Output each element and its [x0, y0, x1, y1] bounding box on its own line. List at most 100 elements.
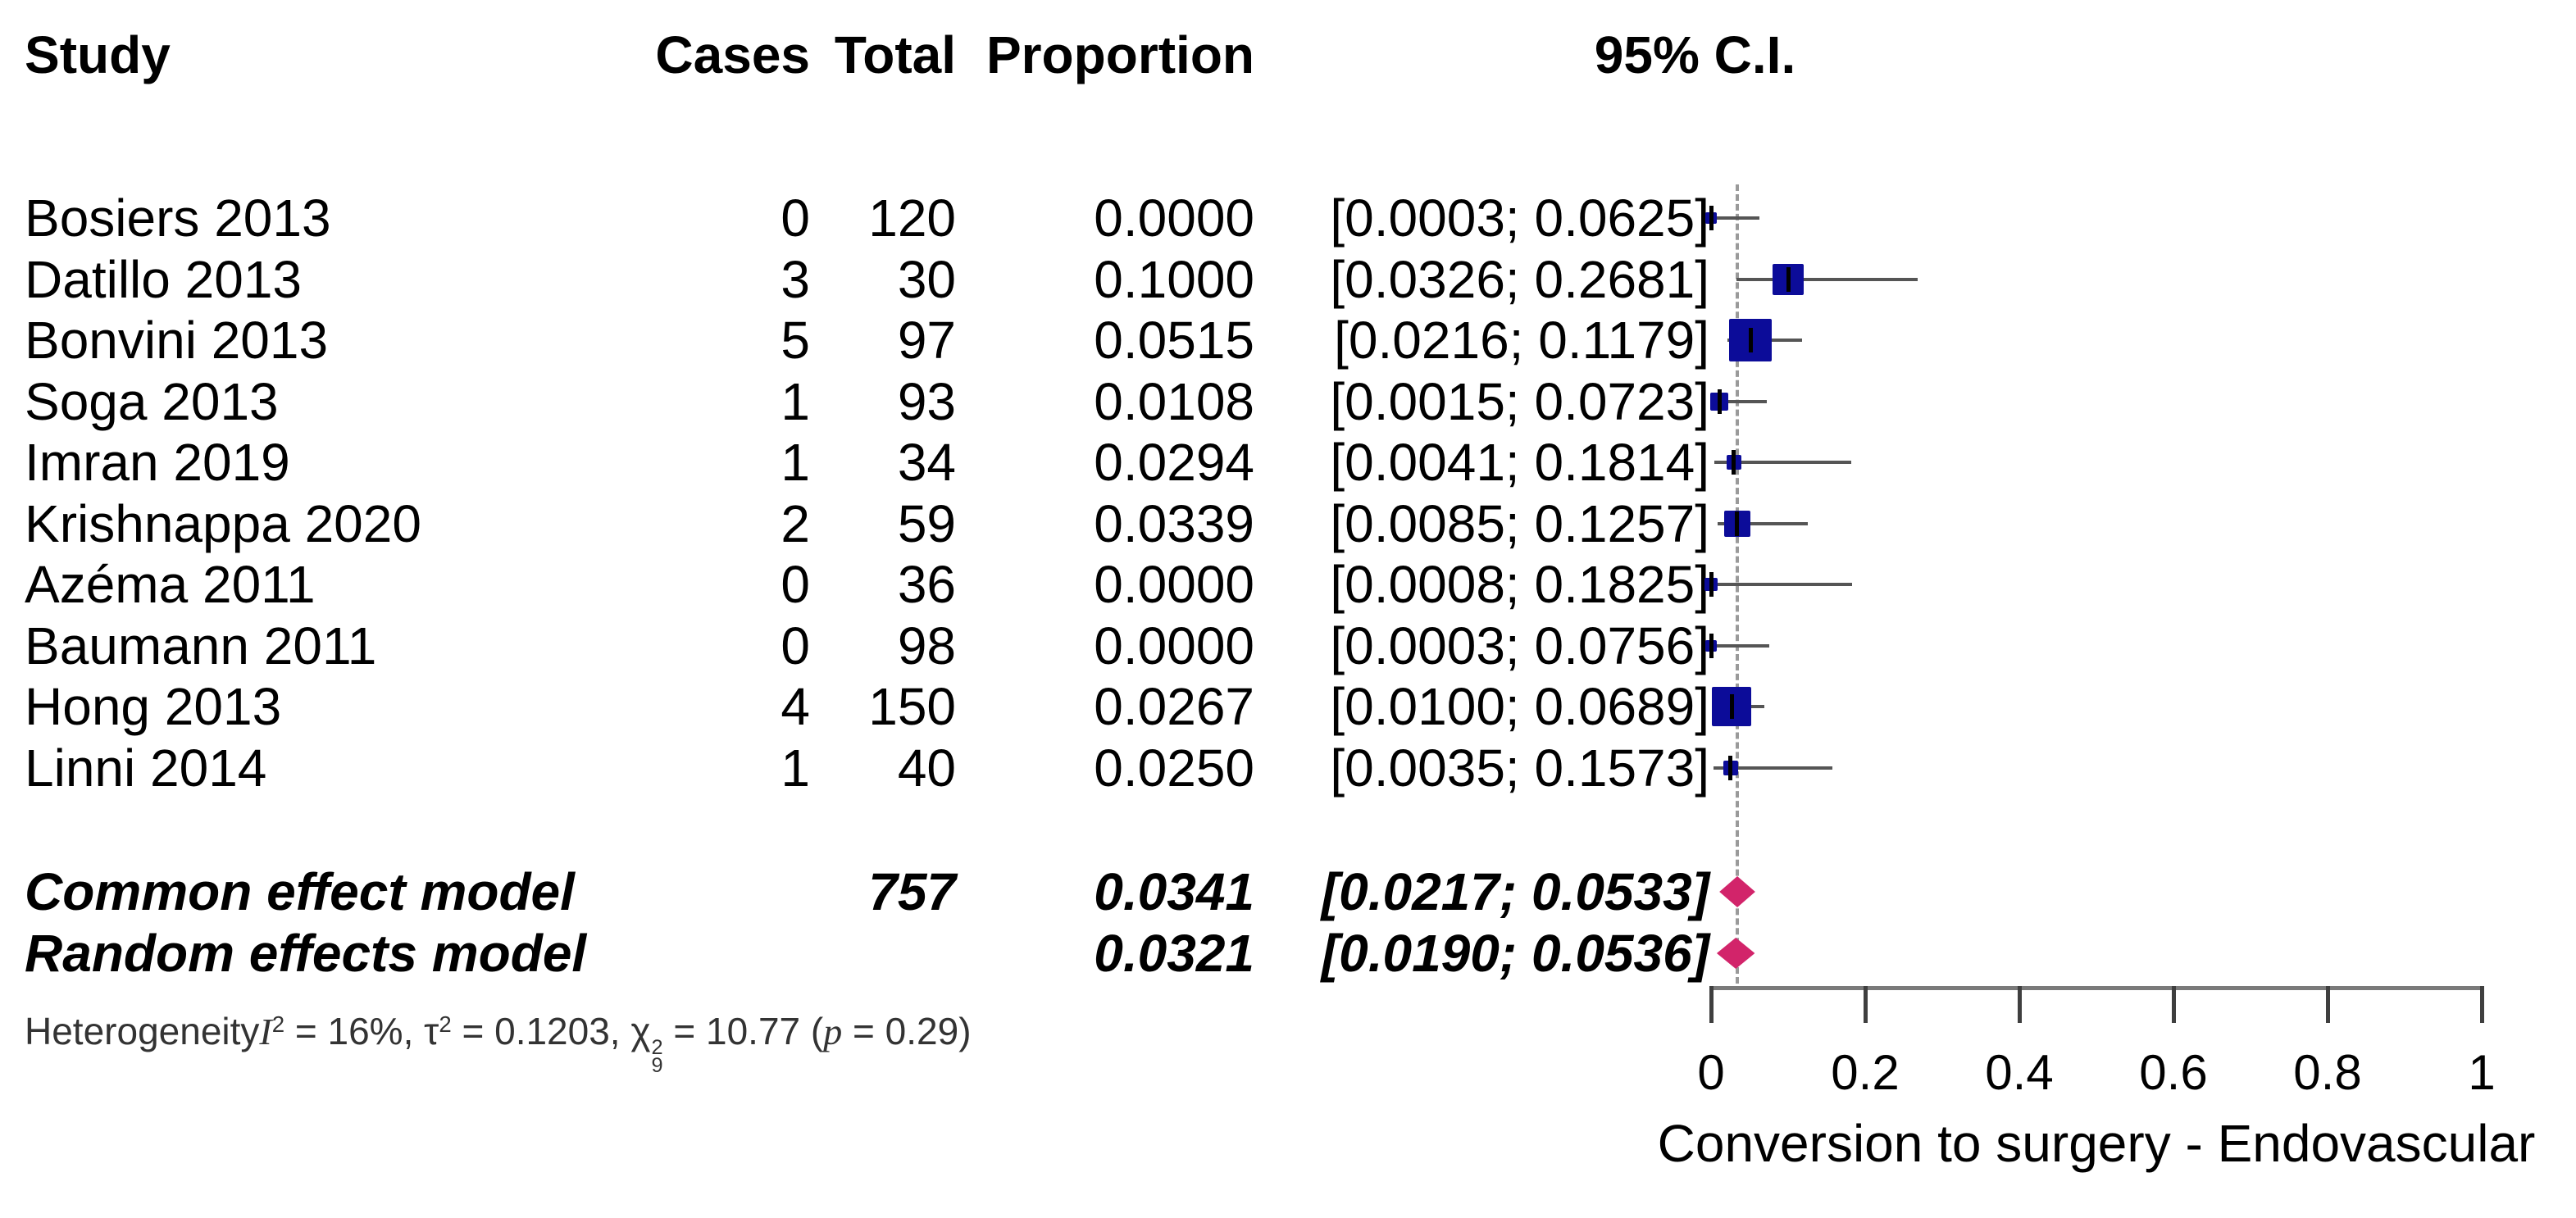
estimate-tick — [1732, 450, 1736, 475]
study-name: Azéma 2011 — [25, 555, 316, 614]
x-axis-tick-label: 0.4 — [1985, 1045, 2054, 1100]
ci-whisker — [1711, 216, 1759, 220]
ci-value: [0.0326; 0.2681] — [1330, 249, 1709, 309]
table-row: Soga 2013 1 93 0.0108 [0.0015; 0.0723] — [25, 371, 1709, 432]
x-axis-tick — [2017, 986, 2022, 1023]
ci-value: [0.0003; 0.0756] — [1330, 616, 1709, 675]
proportion-value: 0.0000 — [1094, 555, 1254, 614]
header-ci: 95% C.I. — [1594, 25, 1796, 84]
proportion-value: 0.0108 — [1094, 371, 1254, 431]
table-header-row: Study Cases Total Proportion 95% C.I. — [25, 25, 1914, 85]
proportion-value: 0.0294 — [1094, 433, 1254, 492]
x-axis-tick-label: 0.8 — [2293, 1045, 2362, 1100]
total-value: 93 — [897, 371, 956, 431]
estimate-tick — [1709, 572, 1714, 597]
header-cases: Cases — [655, 25, 810, 84]
table-row: Bosiers 2013 0 120 0.0000 [0.0003; 0.062… — [25, 188, 1709, 248]
model-label: Common effect model — [25, 862, 575, 921]
proportion-value: 0.1000 — [1094, 249, 1254, 309]
total-value: 98 — [897, 616, 956, 675]
cases-value: 1 — [781, 738, 810, 798]
total-value: 757 — [868, 862, 956, 921]
i-squared-symbol: I — [259, 1011, 272, 1053]
table-row: Baumann 2011 0 98 0.0000 [0.0003; 0.0756… — [25, 616, 1709, 676]
cases-value: 0 — [781, 189, 810, 248]
x-axis-tick-label: 0.6 — [2139, 1045, 2208, 1100]
total-value: 36 — [897, 555, 956, 614]
x-axis-tick-label: 1 — [2468, 1045, 2496, 1100]
header-total: Total — [834, 25, 956, 84]
header-study: Study — [25, 25, 171, 84]
x-axis-tick — [2479, 986, 2484, 1023]
study-name: Krishnappa 2020 — [25, 493, 421, 553]
table-row: Imran 2019 1 34 0.0294 [0.0041; 0.1814] — [25, 432, 1709, 493]
proportion-value: 0.0267 — [1094, 677, 1254, 736]
x-axis-tick — [2171, 986, 2176, 1023]
ci-value: [0.0035; 0.1573] — [1330, 738, 1709, 798]
ci-whisker — [1714, 461, 1851, 464]
plot-area: 0 0.2 0.4 0.6 0.8 1 Conversion to surgery - En… — [1658, 0, 2535, 1218]
table-row: Bonvini 2013 5 97 0.0515 [0.0216; 0.1179… — [25, 310, 1709, 370]
ci-value: [0.0216; 0.1179] — [1334, 311, 1709, 370]
total-value: 30 — [897, 249, 956, 309]
estimate-tick — [1728, 755, 1732, 780]
total-value: 34 — [897, 433, 956, 492]
x-axis-tick — [2325, 986, 2330, 1023]
ci-value: [0.0217; 0.0533] — [1321, 862, 1709, 921]
total-value: 97 — [897, 311, 956, 370]
study-name: Bonvini 2013 — [25, 311, 329, 370]
total-value: 40 — [897, 738, 956, 798]
estimate-tick — [1748, 328, 1753, 352]
estimate-tick — [1709, 633, 1714, 658]
ci-whisker — [1711, 583, 1852, 586]
x-axis-tick — [1709, 986, 1714, 1023]
summary-diamond — [1716, 938, 1755, 969]
cases-value: 0 — [781, 616, 810, 675]
cases-value: 1 — [781, 433, 810, 492]
cases-value: 4 — [781, 677, 810, 736]
ci-whisker — [1714, 766, 1832, 770]
estimate-tick — [1717, 389, 1722, 414]
proportion-value: 0.0515 — [1094, 311, 1254, 370]
model-label: Random effects model — [25, 924, 587, 983]
study-name: Datillo 2013 — [25, 249, 302, 309]
table-row: Krishnappa 2020 2 59 0.0339 [0.0085; 0.1… — [25, 493, 1709, 554]
x-axis-title: Conversion to surgery - Endovascular — [1657, 1114, 2536, 1173]
estimate-tick — [1735, 511, 1740, 536]
random-effects-row: Random effects model 0.0321 [0.0190; 0.0… — [25, 923, 1709, 984]
estimate-tick — [1729, 694, 1734, 719]
table-row: Linni 2014 1 40 0.0250 [0.0035; 0.1573] — [25, 738, 1709, 798]
x-axis-tick-label: 0.2 — [1831, 1045, 1900, 1100]
total-value: 59 — [897, 493, 956, 553]
study-name: Imran 2019 — [25, 433, 290, 492]
table-row: Azéma 2011 0 36 0.0000 [0.0008; 0.1825] — [25, 554, 1709, 615]
x-axis-tick — [1863, 986, 1868, 1023]
study-name: Hong 2013 — [25, 677, 282, 736]
ci-value: [0.0190; 0.0536] — [1321, 924, 1709, 983]
cases-value: 0 — [781, 555, 810, 614]
x-axis-tick-label: 0 — [1697, 1045, 1725, 1100]
cases-value: 5 — [781, 311, 810, 370]
study-name: Soga 2013 — [25, 371, 279, 431]
proportion-value: 0.0339 — [1094, 493, 1254, 553]
proportion-value: 0.0250 — [1094, 738, 1254, 798]
proportion-value: 0.0341 — [1094, 862, 1254, 921]
ci-value: [0.0003; 0.0625] — [1330, 189, 1709, 248]
total-value: 120 — [868, 189, 956, 248]
proportion-value: 0.0321 — [1094, 924, 1254, 983]
summary-diamond — [1719, 876, 1755, 907]
ci-whisker — [1711, 643, 1770, 648]
cases-value: 2 — [781, 493, 810, 553]
ci-value: [0.0015; 0.0723] — [1330, 371, 1709, 431]
ci-value: [0.0041; 0.1814] — [1330, 433, 1709, 492]
total-value: 150 — [868, 677, 956, 736]
ci-value: [0.0100; 0.0689] — [1330, 677, 1709, 736]
ci-value: [0.0008; 0.1825] — [1330, 555, 1709, 614]
study-name: Linni 2014 — [25, 738, 267, 798]
proportion-value: 0.0000 — [1094, 616, 1254, 675]
cases-value: 3 — [781, 249, 810, 309]
estimate-tick — [1709, 206, 1714, 230]
ci-whisker — [1717, 521, 1809, 525]
